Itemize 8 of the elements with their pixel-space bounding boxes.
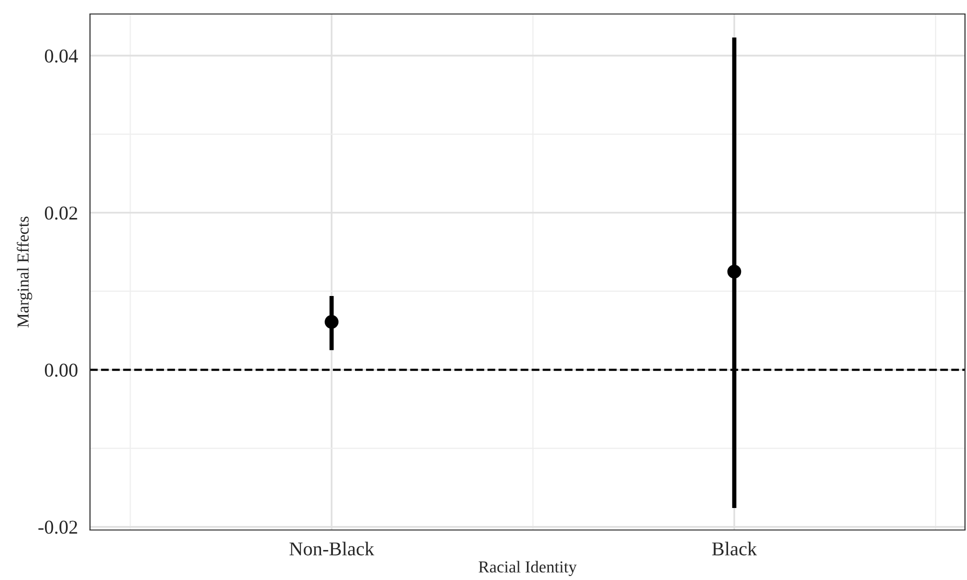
y-tick-label: 0.00 [44,364,78,377]
x-tick-label: Black [712,542,757,556]
y-tick-label: 0.02 [44,206,78,220]
y-tick-label: -0.02 [38,520,78,534]
y-axis-title: Marginal Effects [16,216,32,328]
y-tick-label: 0.04 [44,49,78,63]
x-axis-title: Racial Identity [478,560,577,576]
x-tick-label: Non-Black [290,542,374,556]
